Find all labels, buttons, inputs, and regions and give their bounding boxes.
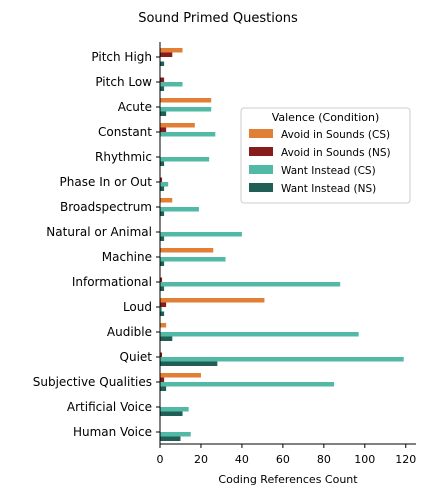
category-label: Human Voice (73, 425, 152, 439)
bar-phase-in-or-out-want-instead-cs (160, 182, 169, 187)
bar-human-voice-want-instead-cs (160, 432, 191, 437)
x-tick-label: 60 (276, 453, 290, 466)
x-tick-label: 40 (235, 453, 249, 466)
bar-subjective-qualities-want-instead-cs (160, 382, 335, 387)
x-tick-label: 120 (395, 453, 416, 466)
bar-machine-avoid-in-sounds-cs (160, 248, 214, 253)
chart-title: Sound Primed Questions (138, 11, 298, 26)
legend-swatch-want-instead-ns (249, 183, 273, 192)
bar-subjective-qualities-avoid-in-sounds-cs (160, 373, 201, 378)
category-label: Quiet (120, 350, 153, 364)
bar-pitch-high-avoid-in-sounds-cs (160, 48, 183, 53)
bar-pitch-high-want-instead-ns (160, 61, 165, 66)
bar-pitch-low-want-instead-ns (160, 86, 165, 91)
bar-artificial-voice-want-instead-cs (160, 407, 189, 412)
category-label: Acute (118, 100, 152, 114)
legend-label-want-instead-ns: Want Instead (NS) (281, 183, 376, 195)
category-label: Constant (98, 125, 152, 139)
bar-informational-want-instead-cs (160, 282, 341, 287)
bar-audible-want-instead-ns (160, 336, 173, 341)
bar-audible-avoid-in-sounds-cs (160, 323, 167, 328)
bar-audible-want-instead-cs (160, 332, 359, 337)
bar-constant-avoid-in-sounds-ns (160, 127, 167, 132)
legend-swatch-want-instead-cs (249, 165, 273, 174)
category-label: Phase In or Out (60, 175, 153, 189)
category-label: Pitch Low (95, 75, 152, 89)
bar-subjective-qualities-want-instead-ns (160, 386, 167, 391)
x-tick-label: 100 (354, 453, 375, 466)
x-tick-label: 20 (194, 453, 208, 466)
legend-title: Valence (Condition) (272, 111, 380, 124)
bars (160, 48, 404, 441)
category-label: Pitch High (91, 50, 152, 64)
category-label: Broadspectrum (60, 200, 152, 214)
bar-loud-avoid-in-sounds-cs (160, 298, 265, 303)
category-label: Rhythmic (95, 150, 152, 164)
bar-phase-in-or-out-avoid-in-sounds-ns (160, 177, 163, 182)
bar-artificial-voice-want-instead-ns (160, 411, 183, 416)
bar-informational-want-instead-ns (160, 286, 165, 291)
bar-constant-want-instead-cs (160, 132, 216, 137)
legend-box (240, 107, 411, 204)
legend-label-avoid-in-sounds-ns: Avoid in Sounds (NS) (281, 147, 391, 159)
category-labels: Pitch High Pitch Low Acute Constant Rhythmic… (33, 50, 160, 439)
category-label: Machine (102, 250, 152, 264)
legend-swatch-avoid-in-sounds-cs (249, 129, 273, 138)
bar-loud-avoid-in-sounds-ns (160, 302, 167, 307)
bar-constant-avoid-in-sounds-cs (160, 123, 195, 128)
bar-broadspectrum-want-instead-cs (160, 207, 199, 212)
category-label: Audible (107, 325, 152, 339)
legend-label-avoid-in-sounds-cs: Avoid in Sounds (CS) (281, 129, 390, 141)
category-label: Subjective Qualities (33, 375, 152, 389)
category-label: Loud (123, 300, 152, 314)
x-ticks: 0 20 40 60 80 100 120 (157, 444, 416, 466)
bar-pitch-low-want-instead-cs (160, 82, 183, 87)
bar-loud-want-instead-cs (160, 307, 163, 312)
x-axis-label: Coding References Count (218, 473, 358, 486)
bar-pitch-low-avoid-in-sounds-ns (160, 77, 165, 82)
bar-quiet-avoid-in-sounds-ns (160, 352, 163, 357)
bar-acute-avoid-in-sounds-cs (160, 98, 212, 103)
bar-phase-in-or-out-want-instead-ns (160, 186, 165, 191)
category-label: Informational (72, 275, 152, 289)
bar-acute-want-instead-cs (160, 107, 212, 112)
category-label: Natural or Animal (46, 225, 152, 239)
bar-loud-want-instead-ns (160, 311, 165, 316)
bar-subjective-qualities-avoid-in-sounds-ns (160, 377, 165, 382)
legend-label-want-instead-cs: Want Instead (CS) (281, 165, 376, 177)
bar-quiet-want-instead-ns (160, 361, 218, 366)
bar-machine-want-instead-cs (160, 257, 226, 262)
bar-natural-or-animal-want-instead-ns (160, 236, 165, 241)
bar-informational-avoid-in-sounds-ns (160, 277, 163, 282)
bar-acute-want-instead-ns (160, 111, 167, 116)
bar-machine-want-instead-ns (160, 261, 165, 266)
legend: Valence (Condition) Avoid in Sounds (CS)… (240, 107, 411, 204)
bar-natural-or-animal-want-instead-cs (160, 232, 242, 237)
category-label: Artificial Voice (67, 400, 152, 414)
bar-human-voice-want-instead-ns (160, 436, 181, 441)
legend-swatch-avoid-in-sounds-ns (249, 147, 273, 156)
bar-rhythmic-want-instead-cs (160, 157, 210, 162)
x-tick-label: 80 (317, 453, 331, 466)
bar-broadspectrum-avoid-in-sounds-cs (160, 198, 173, 203)
bar-pitch-high-avoid-in-sounds-ns (160, 52, 173, 57)
bar-broadspectrum-want-instead-ns (160, 211, 165, 216)
bar-quiet-want-instead-cs (160, 357, 404, 362)
bar-rhythmic-want-instead-ns (160, 161, 165, 166)
x-tick-label: 0 (157, 453, 164, 466)
